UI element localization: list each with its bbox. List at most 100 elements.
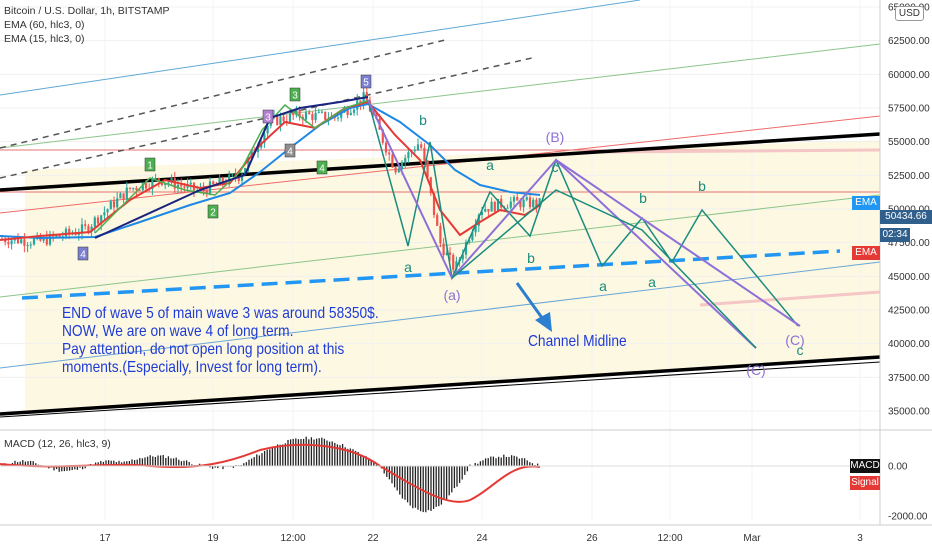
candle-body [461,254,464,260]
candle-body [391,154,394,168]
candle-body [295,109,298,116]
candle-body [231,174,234,176]
red-channel-line [0,115,881,214]
currency-button[interactable]: USD [894,6,924,21]
candle-body [276,115,279,125]
candle-body [381,129,384,143]
candle-body [157,178,160,182]
candle-body [509,201,512,208]
wave-label: a [648,274,656,290]
candle-body [48,233,52,245]
candle-body [45,237,48,245]
candle-body [10,240,13,245]
candle-body [308,112,311,115]
candle-body [93,217,96,227]
candle-body [477,214,480,226]
wave-label: 3 [292,91,298,102]
candle-body [512,197,516,202]
wave-label: 4 [287,147,293,158]
candle-body [160,181,164,186]
y-tick-label: 35000.00 [888,407,930,418]
candle-body [407,152,410,159]
signal-tag: Signal [850,476,880,490]
wave-label-box [77,246,89,261]
wave-impulse-line [94,99,371,234]
candle-body [528,197,532,208]
candle-body [125,187,128,200]
wave-projection-teal [367,99,799,327]
candle-body [468,240,471,242]
pink-band [599,148,881,154]
macd-tick-label: -2000.00 [888,512,928,523]
candle-body [516,197,519,201]
ema-red-label: EMA [852,246,880,260]
channel-bottom-thin [0,361,881,418]
candle-body [282,116,285,122]
wave-label: a [486,157,494,173]
candle-body [167,182,170,184]
x-tick-label: 17 [99,533,111,544]
candle-body [279,116,282,125]
y-tick-label: 40000.00 [888,339,930,350]
wave-projection-purple [367,99,757,349]
wave-label: b [639,190,647,206]
pink-band-2 [699,290,881,307]
y-tick-label: 37500.00 [888,373,930,384]
y-tick-label: 42500.00 [888,306,930,317]
candle-body [416,144,420,151]
candle-body [487,209,490,212]
y-tick-label: 47500.00 [888,238,930,249]
candle-body [317,111,320,113]
candle-body [400,162,404,170]
candle-body [176,184,180,189]
candle-body [29,244,32,246]
macd-legend: MACD (12, 26, hlc3, 9) [4,438,111,450]
wave-label: (B) [546,129,565,145]
candle-body [314,112,317,121]
candle-body [144,183,148,189]
note-line-2: NOW, We are on wave 4 of long term. [62,323,294,340]
candle-body [538,198,541,207]
wave-label: 4 [80,250,86,261]
candle-body [480,211,484,215]
outer-blue-line [0,0,641,96]
candle-body [532,199,535,208]
channel-bottom [0,355,881,416]
candle-body [336,117,340,119]
midline-arrow [515,282,547,323]
wave-label: 4 [319,164,325,175]
channel-midline-label: Channel Midline [528,333,627,350]
y-tick-label: 52500.00 [888,171,930,182]
x-tick-label: 3 [857,533,863,544]
wave-projection-purple-2 [555,159,801,327]
candle-body [106,209,109,213]
candle-body [141,183,144,191]
candle-body [420,144,423,148]
note-line-1: END of wave 5 of main wave 3 was around … [62,305,379,322]
candle-body [23,239,26,246]
candle-body [90,226,93,232]
candle-body [474,225,477,233]
candle-body [151,178,154,189]
wave-label-box [289,87,301,102]
wave-label: 3 [265,113,271,124]
candle-body [247,157,250,169]
candle-body [116,198,119,208]
candle-body [119,193,122,199]
candle-body [496,198,500,212]
candle-body [525,197,528,200]
candle-body [448,252,452,255]
candle-body [304,112,308,120]
dashed-line-2 [0,57,533,179]
candle-body [26,245,29,247]
candle-body [103,212,106,216]
candle-body [423,147,426,161]
candle-body [298,109,301,117]
ema15-legend: EMA (15, hlc3, 0) [4,33,85,45]
candle-body [244,168,247,175]
candle-body [189,182,192,185]
wave-label: (C) [785,332,804,348]
candle-body [324,111,327,120]
candle-body [183,186,186,188]
